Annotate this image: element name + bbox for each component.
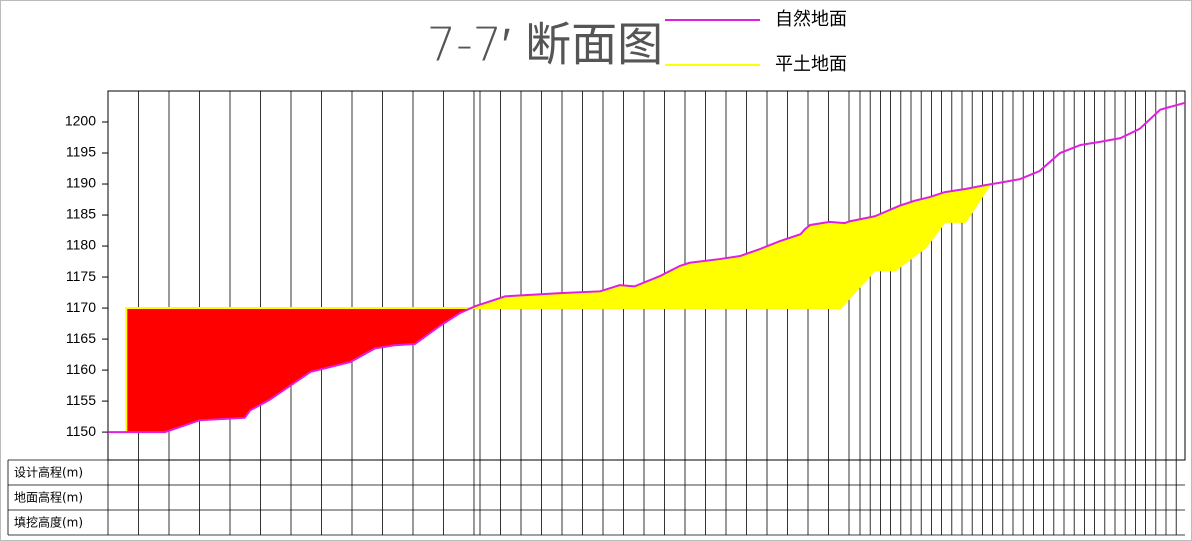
- y-tick-label: 1155: [66, 392, 96, 408]
- y-tick-label: 1165: [66, 330, 96, 346]
- y-tick-label: 1200: [65, 113, 96, 129]
- table-row-label: 设计高程(m): [14, 465, 83, 480]
- y-tick-label: 1150: [66, 423, 96, 439]
- series-line: [108, 101, 1186, 434]
- legend-label: 自然地面: [775, 9, 847, 30]
- y-tick-label: 1185: [66, 206, 96, 222]
- y-tick-label: 1180: [66, 237, 96, 253]
- y-tick-label: 1190: [66, 175, 96, 191]
- table-row-label: 填挖高度(m): [14, 515, 83, 530]
- series-line: [125, 183, 991, 433]
- y-tick-label: 1195: [66, 144, 96, 160]
- table-row-label: 地面高程(m): [14, 490, 83, 505]
- chart-title: 7-7′ 断面图: [427, 18, 663, 72]
- y-tick-label: 1160: [66, 361, 96, 377]
- y-tick-label: 1170: [66, 299, 96, 315]
- legend-label: 平土地面: [775, 54, 847, 75]
- y-tick-label: 1175: [66, 268, 96, 284]
